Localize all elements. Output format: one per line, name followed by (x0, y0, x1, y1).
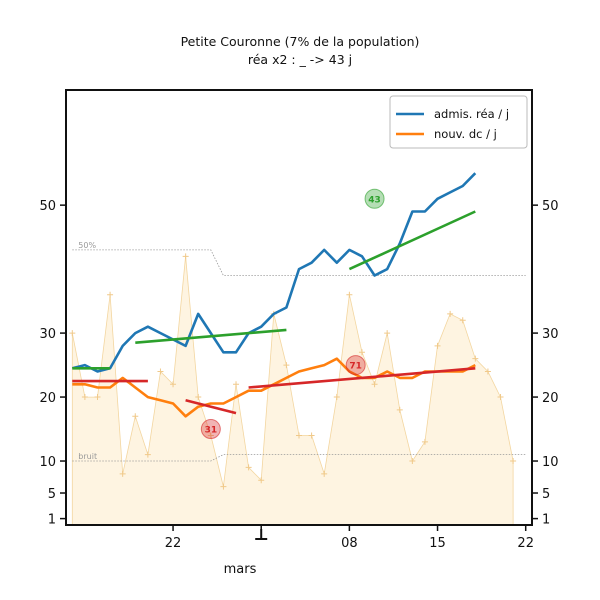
plot-frame (65, 89, 533, 526)
badge-label: 43 (368, 195, 381, 205)
background-marker (81, 394, 88, 401)
background-marker (258, 477, 265, 484)
reference-line (72, 454, 526, 462)
background-marker (144, 451, 151, 458)
y-tick-label-left: 50 (39, 199, 56, 214)
background-marker (321, 470, 328, 477)
background-marker (119, 470, 126, 477)
background-marker (195, 394, 202, 401)
background-marker (182, 253, 189, 260)
reference-line-label: bruit (78, 452, 97, 461)
y-tick-label-right: 10 (542, 455, 559, 470)
trend-line (248, 367, 476, 389)
background-marker (308, 432, 315, 439)
badge-label: 71 (349, 362, 362, 372)
background-marker (94, 394, 101, 401)
y-tick-label-right: 1 (542, 513, 550, 528)
y-tick-label-right: 5 (542, 487, 550, 502)
background-marker (207, 432, 214, 439)
background-marker (384, 330, 391, 337)
background-marker (447, 310, 454, 317)
y-tick-label-left: 1 (48, 513, 56, 528)
background-marker (296, 432, 302, 439)
background-marker (371, 381, 378, 388)
y-tick-label-left: 30 (39, 327, 56, 342)
y-tick-label-right: 50 (542, 199, 559, 214)
legend-box (389, 95, 528, 149)
background-marker (346, 291, 353, 298)
background-marker (233, 381, 240, 388)
series-line (71, 172, 477, 373)
background-marker (245, 464, 252, 471)
background-marker (132, 413, 139, 420)
legend-label: admis. réa / j (434, 107, 509, 121)
background-marker (510, 458, 517, 465)
y-tick-label-left: 5 (48, 487, 56, 502)
x-tick-label: 15 (429, 536, 446, 551)
x-tick-label: 08 (341, 536, 358, 551)
background-marker (396, 406, 403, 413)
trend-line (185, 399, 237, 415)
background-marker (358, 349, 365, 356)
chart-title: Petite Couronne (7% de la population) (181, 34, 420, 49)
trend-line (348, 210, 476, 271)
background-marker (472, 355, 479, 362)
badge-circle (345, 355, 366, 376)
badge-label: 31 (205, 426, 218, 436)
y-tick-label-right: 30 (542, 327, 559, 342)
background-marker (220, 483, 227, 490)
y-tick-label-left: 20 (39, 391, 56, 406)
background-marker (157, 368, 164, 375)
y-tick-label-right: 20 (542, 391, 559, 406)
x-tick-label: 22 (165, 536, 182, 551)
x-tick-label: 22 (517, 536, 534, 551)
badge-circle (364, 188, 385, 209)
x-axis-label: mars (224, 562, 257, 577)
background-marker (170, 381, 177, 388)
background-marker (409, 458, 416, 465)
y-tick-label-left: 10 (39, 455, 56, 470)
background-marker (283, 362, 290, 369)
badge-circle (200, 419, 221, 440)
background-marker (421, 438, 428, 445)
background-marker (434, 342, 441, 349)
background-marker (459, 317, 466, 324)
background-marker (69, 330, 76, 337)
trend-line (135, 328, 287, 344)
chart-subtitle: réa x2 : _ -> 43 j (248, 52, 352, 67)
legend-label: nouv. dc / j (434, 127, 497, 141)
background-marker (107, 291, 114, 298)
background-marker (497, 394, 504, 401)
legend: admis. réa / j nouv. dc / j (389, 95, 528, 149)
background-marker (484, 368, 491, 375)
background-marker (333, 394, 340, 401)
reference-line-label: 50% (78, 241, 96, 250)
